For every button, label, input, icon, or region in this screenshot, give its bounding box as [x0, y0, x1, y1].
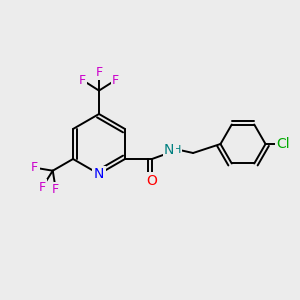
Text: Cl: Cl: [276, 137, 290, 151]
Text: N: N: [94, 167, 104, 181]
Text: F: F: [95, 66, 103, 79]
Text: F: F: [39, 181, 46, 194]
Text: F: F: [79, 74, 86, 87]
Text: O: O: [146, 174, 158, 188]
Text: N: N: [164, 143, 174, 157]
Text: F: F: [52, 183, 59, 196]
Text: F: F: [31, 161, 38, 174]
Text: H: H: [172, 145, 181, 155]
Text: F: F: [112, 74, 119, 87]
